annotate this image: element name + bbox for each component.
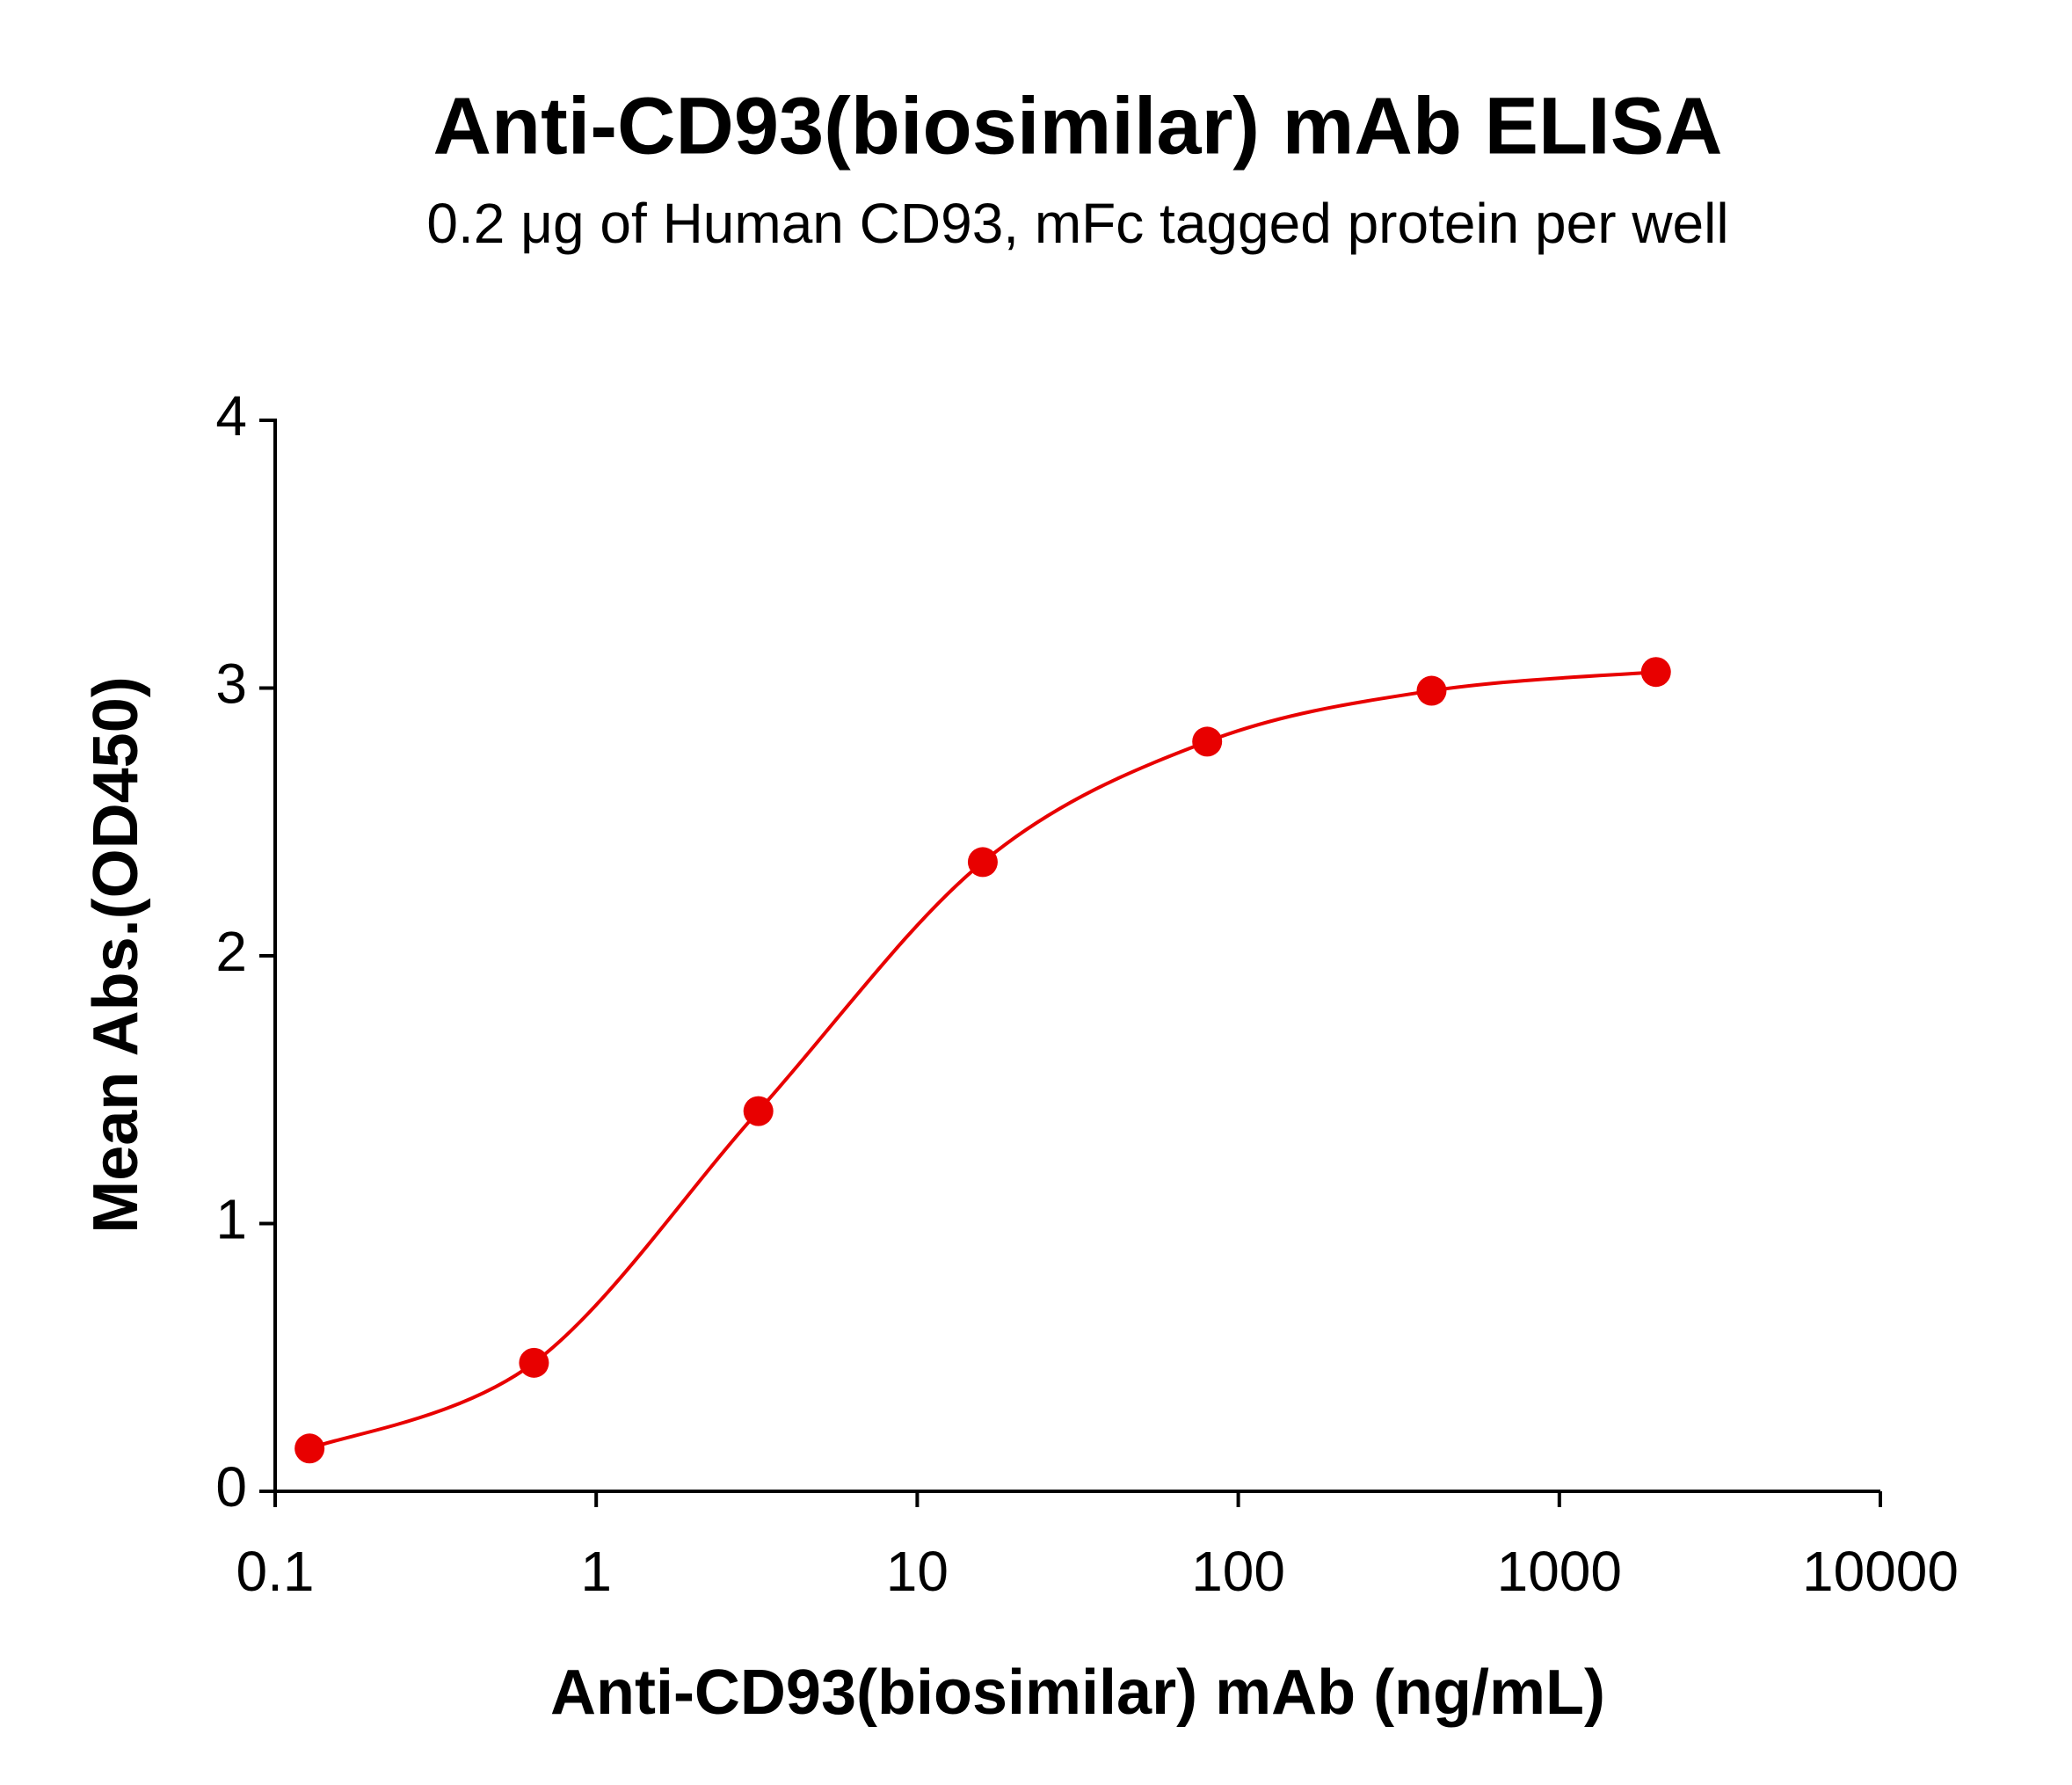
fit-curve: [309, 670, 1656, 1451]
data-point: [294, 1433, 325, 1464]
y-tick-label: 0: [215, 1455, 247, 1519]
y-axis-title: Mean Abs.(OD450): [81, 676, 151, 1233]
x-axis-title: Anti-CD93(biosimilar) mAb (ng/mL): [550, 1658, 1605, 1728]
x-tick-label: 100: [1191, 1540, 1285, 1603]
x-tick-label: 1: [580, 1540, 612, 1603]
x-tick-label: 0.1: [236, 1540, 315, 1603]
data-point: [967, 847, 998, 878]
x-tick-label: 10: [886, 1540, 949, 1603]
x-tick-label: 10000: [1802, 1540, 1959, 1603]
data-point: [1640, 657, 1671, 688]
chart-subtitle: 0.2 μg of Human CD93, mFc tagged protein…: [426, 192, 1728, 255]
x-tick-label: 1000: [1497, 1540, 1622, 1603]
data-point: [1192, 726, 1223, 757]
chart-title: Anti-CD93(biosimilar) mAb ELISA: [433, 81, 1722, 171]
data-point: [1416, 675, 1447, 706]
data-point: [519, 1347, 549, 1378]
data-point: [743, 1096, 774, 1126]
y-tick-label: 4: [215, 384, 247, 448]
y-tick-label: 1: [215, 1187, 247, 1250]
y-tick-label: 2: [215, 920, 247, 983]
y-tick-label: 3: [215, 652, 247, 715]
